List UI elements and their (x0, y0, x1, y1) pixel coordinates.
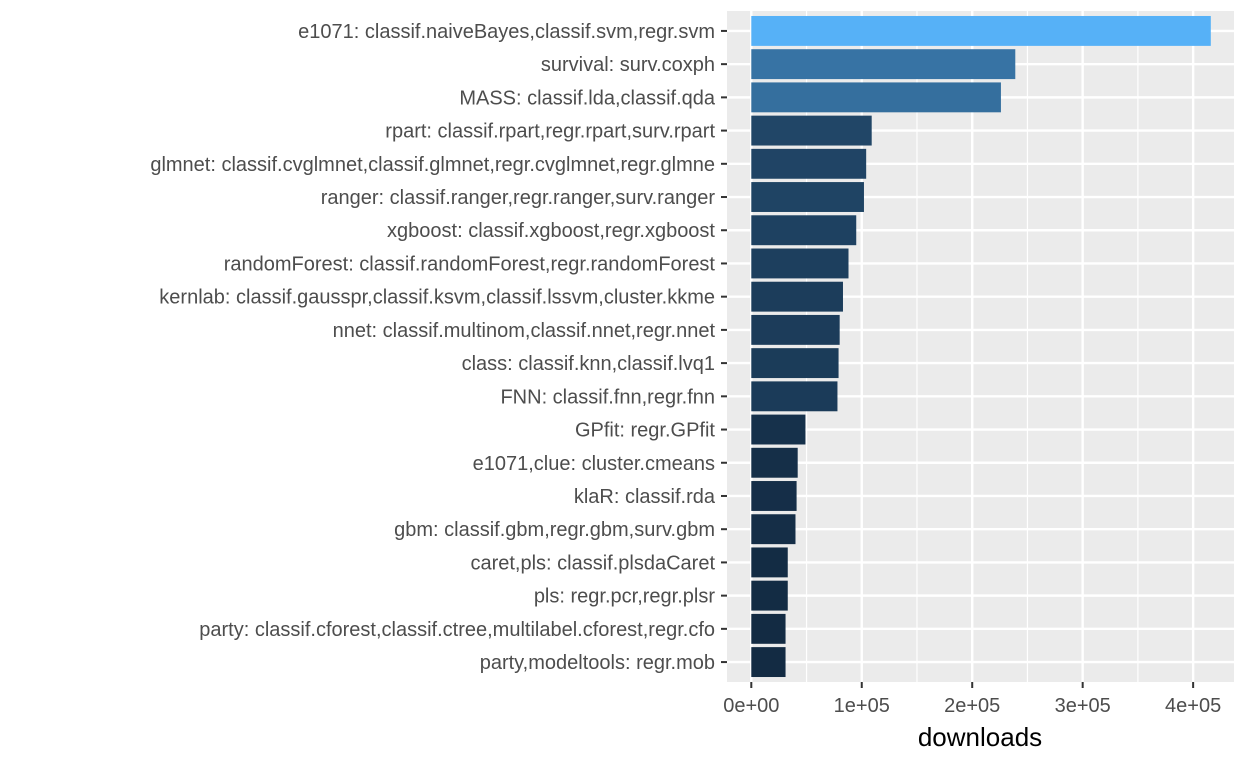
bars (751, 15, 1211, 678)
category-label: gbm: classif.gbm,regr.gbm,surv.gbm (394, 519, 715, 541)
category-label: survival: surv.coxph (541, 54, 715, 76)
category-label: e1071: classif.naiveBayes,classif.svm,re… (298, 21, 715, 43)
category-label: GPfit: regr.GPfit (575, 420, 715, 442)
category-label: class: classif.knn,classif.lvq1 (462, 353, 715, 375)
x-tick-label: 4e+05 (1165, 695, 1221, 717)
bar (751, 580, 788, 611)
x-tick-label: 1e+05 (834, 695, 890, 717)
category-label: nnet: classif.multinom,classif.nnet,regr… (333, 320, 716, 342)
category-label: randomForest: classif.randomForest,regr.… (224, 253, 716, 275)
category-label: kernlab: classif.gausspr,classif.ksvm,cl… (159, 287, 715, 309)
bar (751, 82, 1001, 113)
bar (751, 647, 786, 678)
category-label: FNN: classif.fnn,regr.fnn (500, 386, 715, 408)
bar (751, 481, 797, 511)
category-label: rpart: classif.rpart,regr.rpart,surv.rpa… (385, 121, 715, 143)
category-label: MASS: classif.lda,classif.qda (459, 87, 716, 109)
x-axis-title: downloads (918, 722, 1042, 752)
category-label: party,modeltools: regr.mob (480, 652, 715, 674)
category-label: pls: regr.pcr,regr.plsr (534, 586, 716, 608)
category-label: klaR: classif.rda (574, 486, 716, 508)
bar (751, 613, 786, 644)
bar (751, 381, 838, 412)
category-label: party: classif.cforest,classif.ctree,mul… (199, 619, 715, 641)
bar (751, 281, 843, 312)
bar (751, 182, 864, 212)
bar (751, 248, 849, 279)
bar (751, 15, 1211, 46)
bar (751, 414, 806, 445)
category-labels: e1071: classif.naiveBayes,classif.svm,re… (150, 21, 727, 674)
category-label: caret,pls: classif.plsdaCaret (470, 552, 715, 574)
x-tick-label: 0e+00 (723, 695, 779, 717)
x-tick-label: 3e+05 (1055, 695, 1111, 717)
bar (751, 115, 872, 146)
bar (751, 49, 1016, 80)
category-label: xgboost: classif.xgboost,regr.xgboost (387, 220, 715, 242)
category-label: glmnet: classif.cvglmnet,classif.glmnet,… (150, 154, 715, 176)
bar (751, 447, 798, 478)
bar (751, 547, 788, 578)
x-tick-label: 2e+05 (944, 695, 1000, 717)
bar (751, 215, 857, 246)
bar (751, 348, 839, 379)
bar (751, 514, 796, 545)
category-label: ranger: classif.ranger,regr.ranger,surv.… (321, 187, 716, 209)
x-axis-ticks: 0e+00 1e+05 2e+05 3e+05 4e+05 (723, 682, 1221, 717)
bar (751, 314, 840, 345)
category-label: e1071,clue: cluster.cmeans (473, 453, 715, 475)
bar (751, 148, 867, 179)
